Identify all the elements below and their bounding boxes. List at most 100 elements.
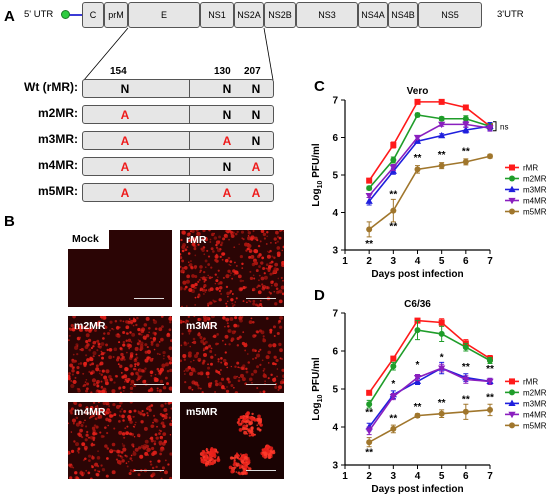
legend-label: m5MR xyxy=(523,421,547,430)
data-point xyxy=(462,115,469,122)
gene-ns4a: NS4A xyxy=(358,2,388,28)
gene-label: E xyxy=(160,10,167,20)
x-axis-label: Days post infection xyxy=(371,484,463,495)
data-point xyxy=(390,157,397,163)
significance-mark: ** xyxy=(486,364,494,375)
series-line xyxy=(368,125,491,202)
series-m2MR xyxy=(366,320,493,409)
series-line xyxy=(368,329,491,405)
row-label: m4MR: xyxy=(37,158,78,172)
data-point xyxy=(438,98,445,105)
legend: rMR m2MR m3MR m4MR m5MR xyxy=(505,377,547,430)
data-point xyxy=(365,193,373,200)
data-point xyxy=(462,126,470,133)
data-point xyxy=(366,226,373,233)
legend-label: m2MR xyxy=(523,175,547,184)
y-tick-label: 5 xyxy=(332,385,338,396)
y-tick-label: 7 xyxy=(332,96,338,107)
data-point xyxy=(509,164,515,171)
data-point xyxy=(390,425,397,432)
significance-mark: ** xyxy=(438,150,446,161)
data-point xyxy=(509,175,515,182)
legend-label: m4MR xyxy=(523,197,547,206)
series-m5MR xyxy=(366,403,493,448)
gene-label: NS1 xyxy=(208,10,226,20)
legend-label: m3MR xyxy=(523,399,547,408)
significance-mark: ** xyxy=(486,392,494,403)
significance-mark: ** xyxy=(389,413,397,424)
residue-130: N xyxy=(222,108,232,122)
y-tick-label: 4 xyxy=(332,208,338,219)
data-point xyxy=(509,378,515,385)
scale-bar xyxy=(134,470,164,471)
legend-label: rMR xyxy=(523,164,538,173)
panel-label-c: C xyxy=(314,78,325,95)
data-point xyxy=(366,389,373,396)
legend-label: rMR xyxy=(523,377,538,386)
x-tick-label: 2 xyxy=(366,256,372,267)
data-point xyxy=(366,439,373,446)
genome-map: 5' UTR C prM E NS1 NS2A NS2B NS3 NS4A NS… xyxy=(0,0,550,60)
x-tick-label: 3 xyxy=(391,471,397,482)
x-tick-label: 7 xyxy=(487,256,493,267)
residue-130: A xyxy=(222,134,232,148)
residue-154: N xyxy=(120,82,130,96)
series-line xyxy=(368,155,491,231)
x-tick-label: 6 xyxy=(463,471,469,482)
gene-e: E xyxy=(128,2,200,28)
panel-label-a: A xyxy=(4,8,15,25)
gene-ns2a: NS2A xyxy=(234,2,264,28)
data-point xyxy=(462,408,469,415)
residue-154: A xyxy=(120,160,130,174)
micrograph-m3mr: m3MR xyxy=(180,316,284,393)
legend-label: m3MR xyxy=(523,186,547,195)
utr5-label: 5' UTR xyxy=(24,9,54,20)
y-tick-label: 4 xyxy=(332,423,338,434)
series-line xyxy=(368,101,491,182)
data-point xyxy=(413,134,422,142)
micrograph-label: m5MR xyxy=(186,406,218,418)
ns-bracket xyxy=(493,121,497,132)
data-point xyxy=(366,177,373,184)
micrograph-mock: Mock xyxy=(68,230,172,307)
gene-prm: prM xyxy=(104,2,128,28)
y-tick-label: 3 xyxy=(332,246,338,257)
data-point xyxy=(438,121,446,129)
cell-texture xyxy=(68,316,172,393)
data-point xyxy=(414,98,421,105)
significance-mark: ** xyxy=(462,146,470,157)
data-point xyxy=(366,185,373,192)
y-axis-label: Log10 PFU/ml xyxy=(311,357,324,421)
data-point xyxy=(486,378,494,386)
series-line xyxy=(368,409,491,443)
scale-bar xyxy=(246,470,276,471)
micrograph-label: m3MR xyxy=(186,320,218,332)
position-130: 130 xyxy=(214,66,231,77)
residue-154: A xyxy=(120,134,130,148)
x-axis-label: Days post infection xyxy=(371,269,463,280)
chart-title: Vero xyxy=(407,86,429,97)
x-tick-label: 1 xyxy=(342,256,348,267)
significance-mark: ** xyxy=(365,239,373,250)
significance-mark: ** xyxy=(365,448,373,459)
x-tick-label: 5 xyxy=(439,256,445,267)
x-tick-label: 4 xyxy=(415,256,421,267)
residue-207: A xyxy=(251,186,261,200)
gene-c: C xyxy=(82,2,104,28)
gene-ns1: NS1 xyxy=(200,2,234,28)
row-bar: A A N xyxy=(82,131,274,150)
scale-bar xyxy=(246,384,276,385)
x-tick-label: 2 xyxy=(366,471,372,482)
significance-mark: * xyxy=(416,360,420,371)
data-point xyxy=(486,125,494,132)
legend: rMR m2MR m3MR m4MR m5MR xyxy=(505,164,547,217)
micrograph-m5mr: m5MR xyxy=(180,402,284,479)
gene-label: NS3 xyxy=(318,10,336,20)
significance-mark: ** xyxy=(414,153,422,164)
x-tick-label: 7 xyxy=(487,471,493,482)
x-tick-label: 5 xyxy=(439,471,445,482)
residue-154: A xyxy=(120,108,130,122)
data-point xyxy=(389,164,397,172)
gene-label: NS5 xyxy=(441,10,459,20)
cell-texture xyxy=(68,402,172,479)
